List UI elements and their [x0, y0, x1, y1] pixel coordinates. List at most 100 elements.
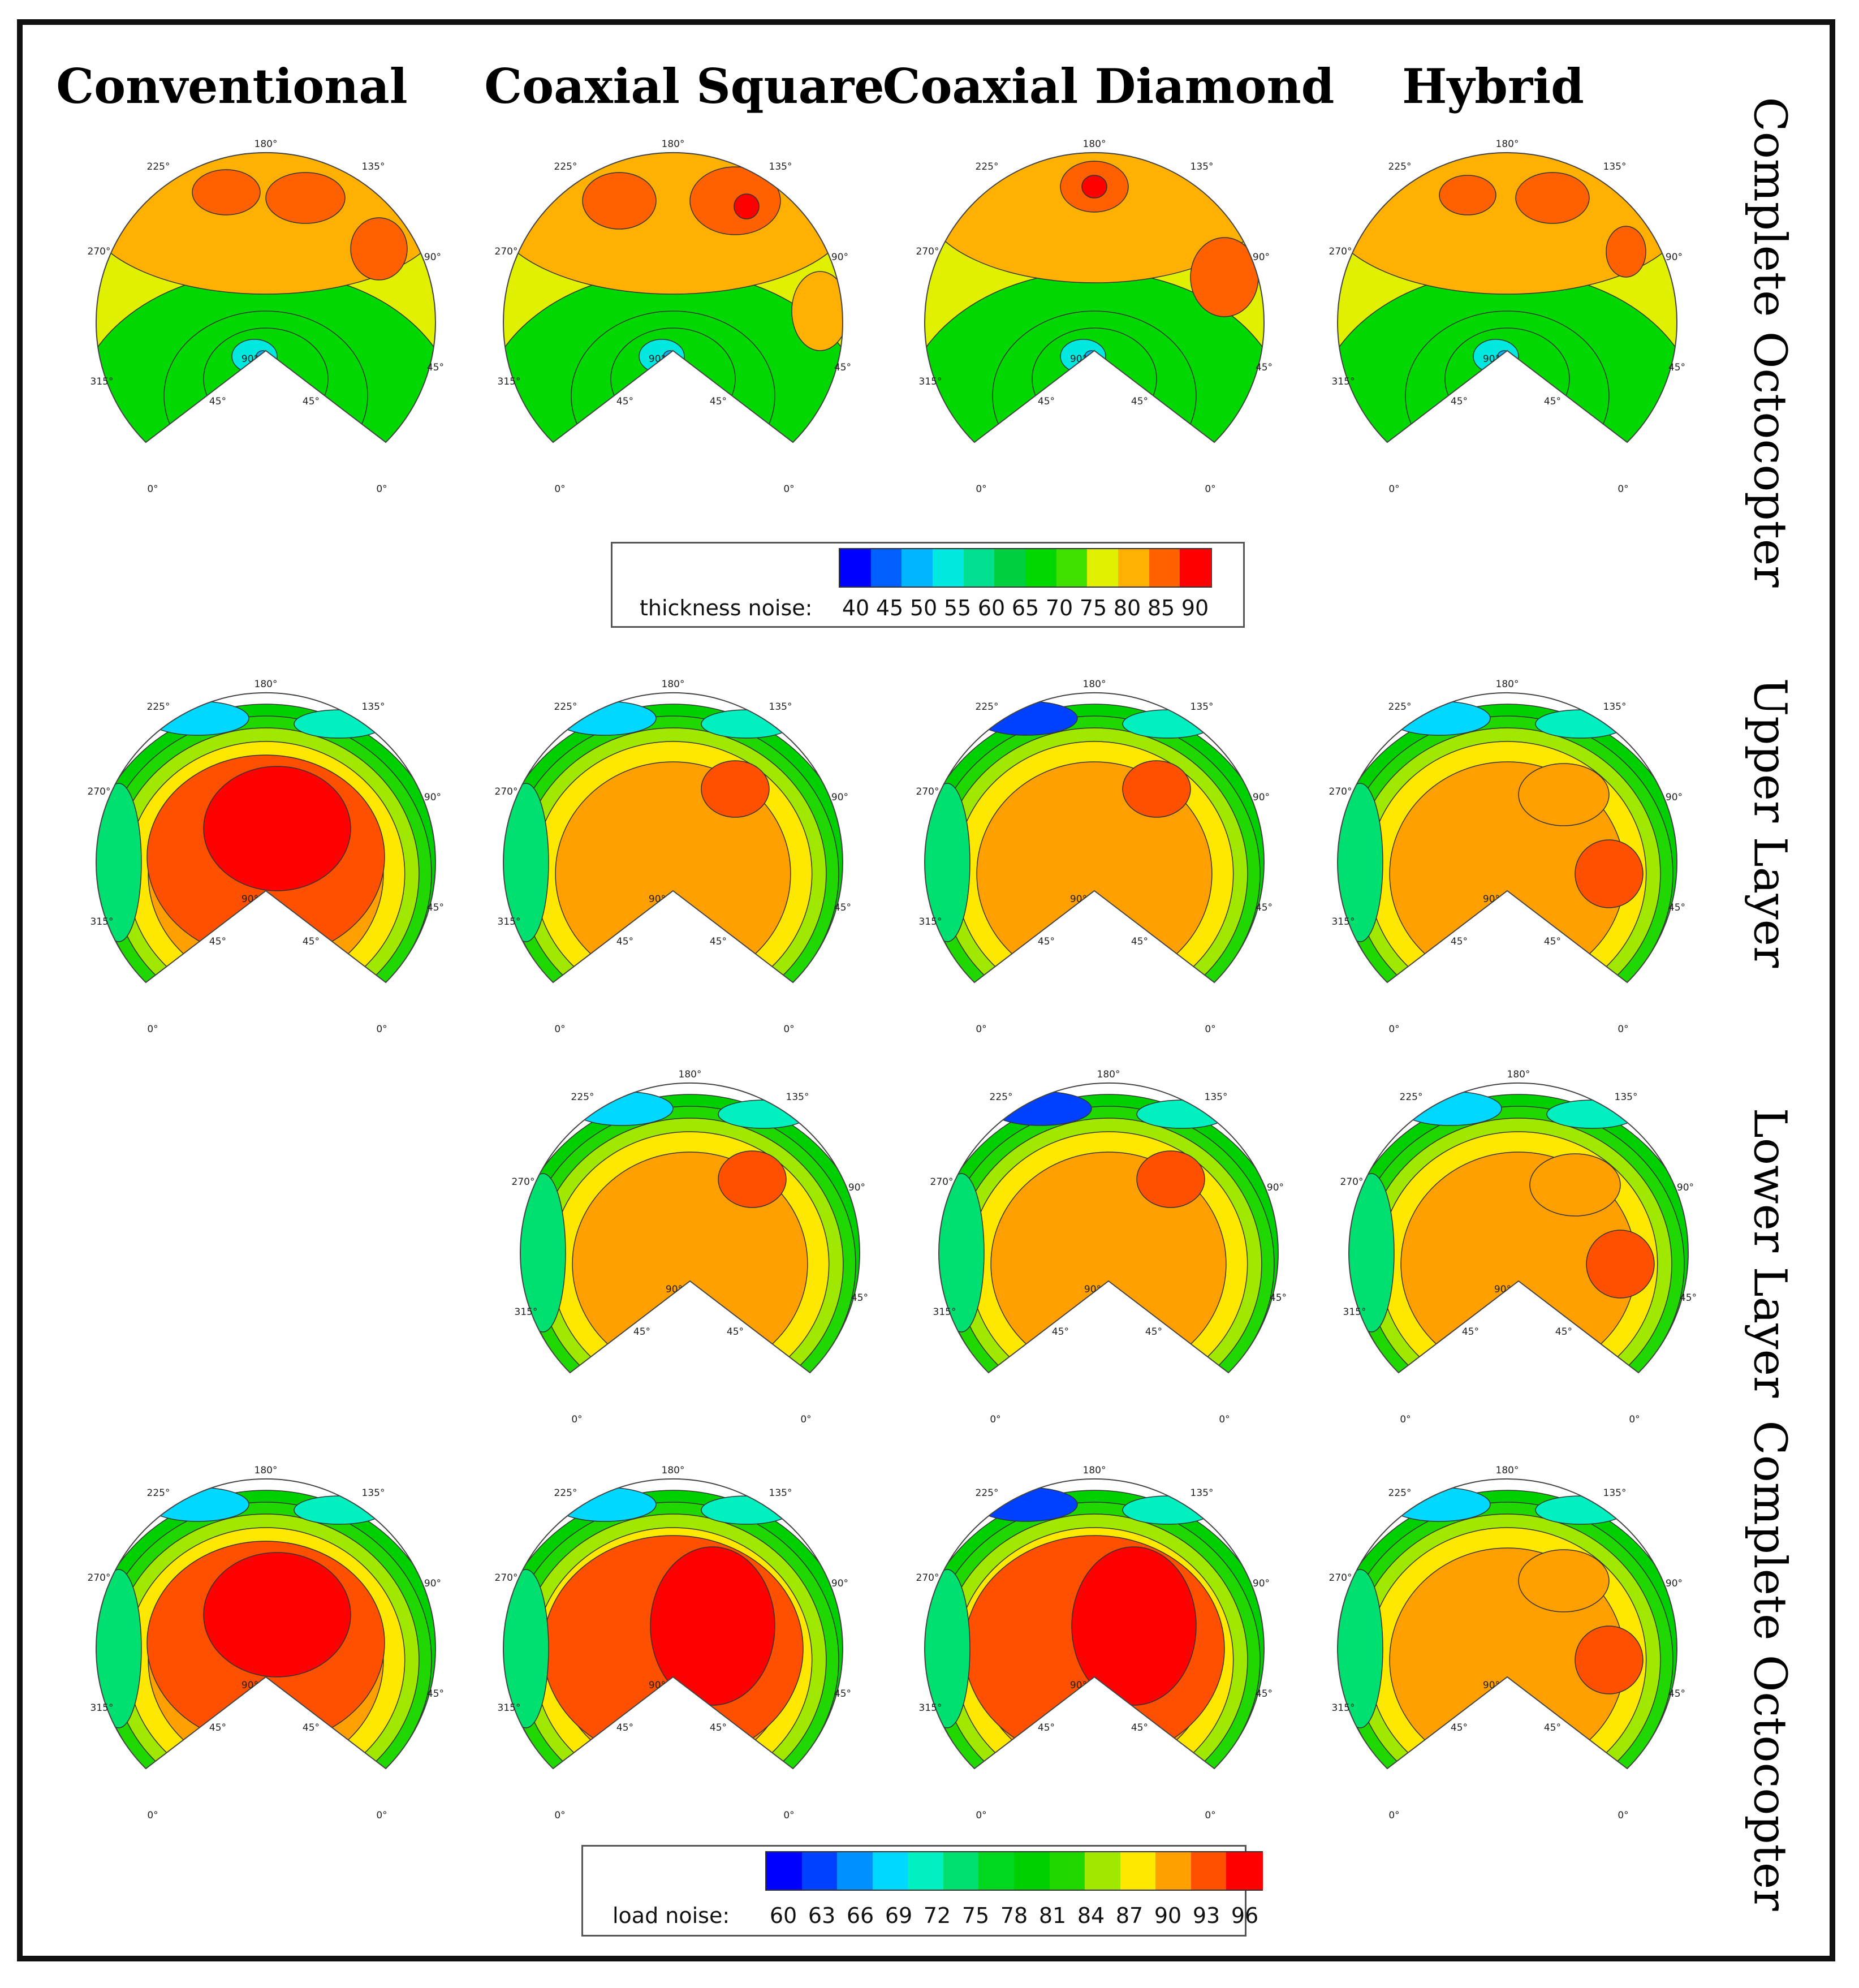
- angle-label-45-left: 45°: [1038, 396, 1055, 407]
- legend-swatch: [978, 1852, 1015, 1890]
- angle-label-270: 270°: [916, 1572, 939, 1584]
- legend-swatch: [870, 549, 903, 587]
- row-title-upper-layer: Upper Layer: [1744, 678, 1797, 968]
- legend-tick-label: 60: [977, 596, 1006, 620]
- angle-label-45-right: 45°: [1131, 936, 1148, 947]
- angle-label-90: 90°: [424, 1578, 441, 1589]
- legend-tick-label: 75: [1079, 596, 1107, 620]
- angle-label-225: 225°: [976, 161, 999, 173]
- legend-tick-label: 66: [846, 1903, 874, 1928]
- angle-label-0-right: 0°: [1205, 1810, 1215, 1821]
- angle-label-45-left: 45°: [1451, 1722, 1468, 1733]
- legend-swatch: [766, 1852, 803, 1890]
- angle-label-180: 180°: [1496, 139, 1519, 150]
- angle-label-90: 90°: [424, 792, 441, 803]
- angle-label-225: 225°: [976, 1487, 999, 1499]
- angle-label-45-outer: 45°: [1256, 1688, 1273, 1700]
- contour-plot-hybrid-row-3: 180° 225° 135° 270° 90° 315° 45° 90° 45° 45° 0° 0°: [1326, 1066, 1711, 1428]
- angle-label-135: 135°: [1191, 1487, 1214, 1499]
- legend-tick-label: 69: [885, 1903, 913, 1928]
- legend-swatch: [1049, 1852, 1086, 1890]
- legend-swatch: [1149, 549, 1181, 587]
- contour-plot-hybrid-row-1: 180° 225° 135° 270° 90° 315° 45° 90° 45° 45° 0° 0°: [1315, 136, 1700, 498]
- legend-swatch: [1120, 1852, 1157, 1890]
- angle-label-45-left: 45°: [633, 1326, 650, 1338]
- angle-label-135: 135°: [1603, 161, 1627, 173]
- angle-label-90-notch: 90°: [1483, 353, 1500, 365]
- angle-label-0-right: 0°: [1618, 484, 1628, 495]
- row-title-complete-octocopter-load: Complete Octocopter: [1744, 1420, 1797, 1911]
- angle-label-45-right: 45°: [710, 936, 727, 947]
- contour-plot-hybrid-row-2: 180° 225° 135° 270° 90° 315° 45° 90° 45° 45° 0° 0°: [1315, 676, 1700, 1038]
- angle-label-90-notch: 90°: [1084, 1284, 1101, 1295]
- angle-label-90-notch: 90°: [1070, 353, 1087, 365]
- angle-label-225: 225°: [147, 1487, 170, 1499]
- angle-label-135: 135°: [1603, 701, 1627, 713]
- angle-label-45-left: 45°: [1462, 1326, 1479, 1338]
- angle-label-0-right: 0°: [1205, 484, 1215, 495]
- thickness-colorbar: [839, 548, 1212, 588]
- angle-label-0-right: 0°: [376, 484, 387, 495]
- angle-label-0-right: 0°: [376, 1810, 387, 1821]
- legend-swatch: [994, 549, 1026, 587]
- angle-label-225: 225°: [1400, 1092, 1423, 1103]
- angle-label-270: 270°: [495, 786, 518, 797]
- angle-label-135: 135°: [1615, 1092, 1638, 1103]
- angle-label-45-right: 45°: [1555, 1326, 1572, 1338]
- angle-label-135: 135°: [1191, 161, 1214, 173]
- legend-swatch: [840, 549, 872, 587]
- angle-label-315: 315°: [90, 376, 114, 387]
- legend-tick-label: 96: [1231, 1903, 1259, 1928]
- angle-label-45-outer: 45°: [1256, 362, 1273, 373]
- angle-label-45-outer: 45°: [1680, 1292, 1697, 1304]
- angle-label-270: 270°: [930, 1176, 954, 1188]
- angle-label-0-left: 0°: [147, 484, 158, 495]
- contour-plot-coaxial-diamond-row-3: 180° 225° 135° 270° 90° 315° 45° 90° 45° 45° 0° 0°: [916, 1066, 1301, 1428]
- angle-label-315: 315°: [919, 916, 942, 928]
- contour-plot-coaxial-diamond-row-2: 180° 225° 135° 270° 90° 315° 45° 90° 45° 45° 0° 0°: [902, 676, 1287, 1038]
- angle-label-0-right: 0°: [376, 1024, 387, 1035]
- angle-label-0-left: 0°: [1388, 1024, 1399, 1035]
- angle-label-225: 225°: [990, 1092, 1013, 1103]
- legend-tick-label: 85: [1147, 596, 1175, 620]
- angle-label-315: 315°: [1332, 1702, 1355, 1714]
- angle-label-90-notch: 90°: [241, 1680, 258, 1691]
- legend-swatch: [1226, 1852, 1263, 1890]
- legend-tick-label: 78: [1000, 1903, 1028, 1928]
- angle-label-45-outer: 45°: [427, 902, 444, 913]
- contour-plot-coaxial-diamond-row-1: 180° 225° 135° 270° 90° 315° 45° 90° 45° 45° 0° 0°: [902, 136, 1287, 498]
- legend-swatch: [1180, 549, 1212, 587]
- angle-label-90-notch: 90°: [241, 894, 258, 905]
- angle-label-45-right: 45°: [303, 396, 320, 407]
- angle-label-0-right: 0°: [1618, 1810, 1628, 1821]
- angle-label-0-left: 0°: [554, 484, 565, 495]
- angle-label-45-right: 45°: [303, 1722, 320, 1733]
- angle-label-90-notch: 90°: [649, 353, 666, 365]
- legend-tick-label: 55: [943, 596, 972, 620]
- angle-label-90-notch: 90°: [666, 1284, 683, 1295]
- angle-label-225: 225°: [147, 701, 170, 713]
- angle-label-45-outer: 45°: [851, 1292, 868, 1304]
- angle-label-135: 135°: [362, 161, 385, 173]
- angle-label-135: 135°: [769, 701, 792, 713]
- legend-tick-label: 60: [769, 1903, 797, 1928]
- angle-label-135: 135°: [769, 1487, 792, 1499]
- angle-label-0-right: 0°: [1219, 1414, 1230, 1425]
- legend-swatch: [1056, 549, 1088, 587]
- angle-label-45-right: 45°: [1145, 1326, 1162, 1338]
- legend-swatch: [1087, 549, 1119, 587]
- row-title-lower-layer: Lower Layer: [1744, 1107, 1797, 1398]
- angle-label-225: 225°: [147, 161, 170, 173]
- legend-swatch: [1014, 1852, 1051, 1890]
- angle-label-270: 270°: [1329, 246, 1352, 257]
- legend-swatch: [902, 549, 934, 587]
- angle-label-0-right: 0°: [783, 1810, 794, 1821]
- angle-label-135: 135°: [1603, 1487, 1627, 1499]
- angle-label-45-left: 45°: [616, 1722, 633, 1733]
- angle-label-0-left: 0°: [976, 1810, 986, 1821]
- angle-label-270: 270°: [916, 246, 939, 257]
- angle-label-45-left: 45°: [1451, 396, 1468, 407]
- angle-label-180: 180°: [1496, 679, 1519, 690]
- angle-label-90-notch: 90°: [1070, 894, 1087, 905]
- angle-label-0-left: 0°: [990, 1414, 1000, 1425]
